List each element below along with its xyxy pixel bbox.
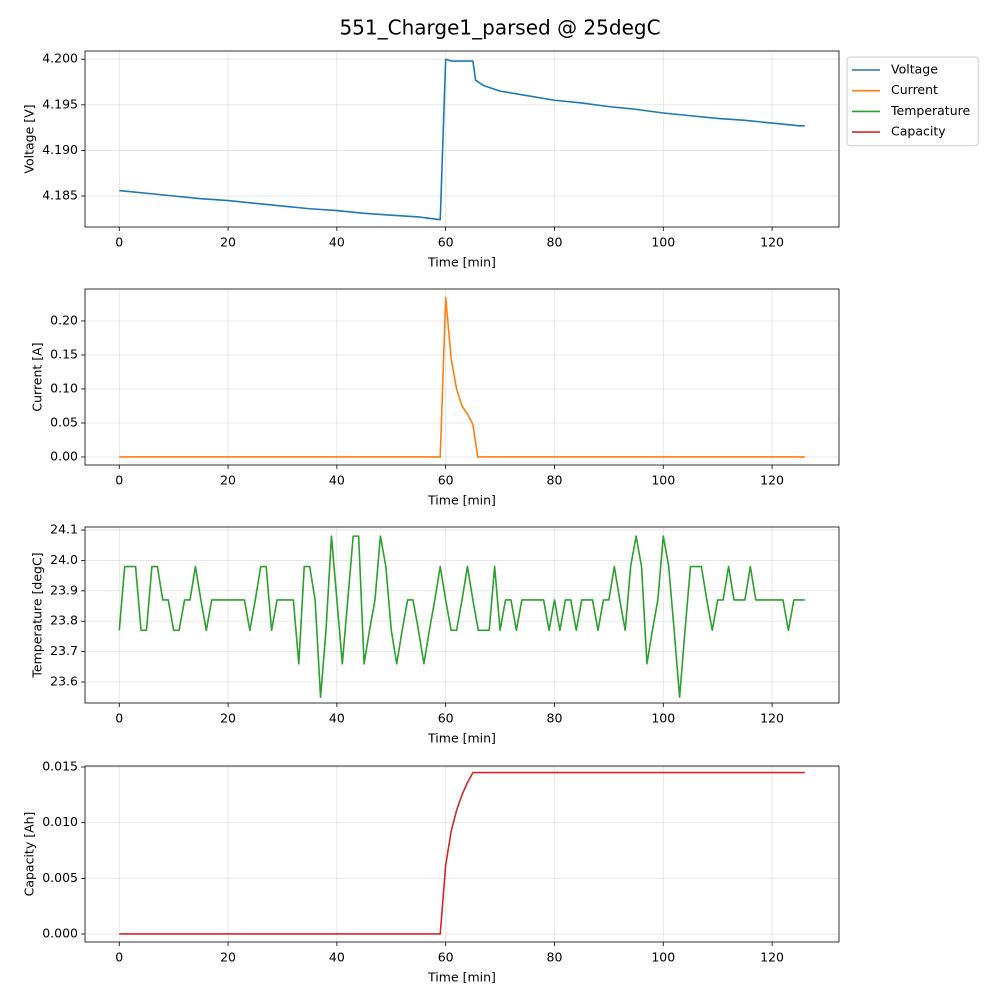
data-line [118, 535, 805, 699]
x-tick-label: 0 [115, 950, 123, 965]
y-tick-label: 23.8 [50, 613, 78, 628]
y-tick-label: 23.6 [50, 674, 78, 689]
y-tick-label: 0.05 [50, 414, 78, 429]
x-tick-label: 20 [220, 711, 236, 726]
x-tick-label: 100 [651, 473, 675, 488]
y-axis-label: Temperature [degC] [30, 552, 45, 678]
x-tick-label: 80 [547, 473, 563, 488]
y-tick-label: 4.200 [42, 51, 78, 66]
legend-box [846, 56, 979, 147]
axes-frame [84, 526, 840, 704]
y-tick-label: 0.010 [42, 814, 78, 829]
x-tick-label: 20 [220, 950, 236, 965]
data-line [119, 296, 805, 458]
y-tick-label: 0.15 [50, 346, 78, 361]
data-line [119, 771, 805, 935]
x-tick-label: 100 [651, 235, 675, 250]
x-axis-label: Time [min] [427, 255, 496, 270]
legend-label: Voltage [891, 62, 938, 77]
legend-label: Capacity [891, 124, 946, 139]
x-axis-label: Time [min] [427, 493, 496, 508]
y-tick-label: 0.10 [50, 380, 78, 395]
x-tick-label: 60 [438, 711, 454, 726]
y-tick-label: 23.7 [50, 643, 78, 658]
axes-frame [84, 288, 840, 466]
legend-label: Temperature [890, 103, 970, 118]
x-tick-label: 40 [329, 235, 345, 250]
figure-title: 551_Charge1_parsed @ 25degC [339, 16, 660, 40]
y-axis-label: Current [A] [30, 342, 45, 411]
x-tick-label: 0 [115, 711, 123, 726]
y-axis-label: Capacity [Ah] [22, 812, 37, 897]
y-tick-label: 0.000 [42, 925, 78, 940]
data-line [119, 58, 805, 221]
x-tick-label: 40 [329, 950, 345, 965]
y-tick-label: 4.185 [42, 187, 78, 202]
x-tick-label: 120 [760, 473, 784, 488]
x-tick-label: 60 [438, 473, 454, 488]
x-tick-label: 0 [115, 473, 123, 488]
x-tick-label: 100 [651, 711, 675, 726]
x-tick-label: 40 [329, 711, 345, 726]
x-tick-label: 80 [547, 950, 563, 965]
legend-label: Current [891, 82, 938, 97]
y-tick-label: 0.20 [50, 312, 78, 327]
y-tick-label: 0.00 [50, 448, 78, 463]
x-tick-label: 120 [760, 235, 784, 250]
x-tick-label: 120 [760, 950, 784, 965]
axes-frame [84, 50, 840, 228]
y-tick-label: 4.190 [42, 142, 78, 157]
x-tick-label: 100 [651, 950, 675, 965]
x-tick-label: 80 [547, 235, 563, 250]
x-tick-label: 20 [220, 473, 236, 488]
y-tick-label: 24.1 [50, 522, 78, 537]
x-axis-label: Time [min] [427, 731, 496, 746]
y-tick-label: 0.015 [42, 759, 78, 774]
y-tick-label: 0.005 [42, 870, 78, 885]
x-tick-label: 40 [329, 473, 345, 488]
y-tick-label: 23.9 [50, 582, 78, 597]
x-tick-label: 120 [760, 711, 784, 726]
x-axis-label: Time [min] [427, 970, 496, 985]
x-tick-label: 80 [547, 711, 563, 726]
y-tick-label: 4.195 [42, 96, 78, 111]
x-tick-label: 60 [438, 950, 454, 965]
y-tick-label: 24.0 [50, 552, 78, 567]
y-axis-label: Voltage [V] [22, 104, 37, 173]
x-tick-label: 0 [115, 235, 123, 250]
axes-frame [84, 765, 840, 943]
x-tick-label: 60 [438, 235, 454, 250]
x-tick-label: 20 [220, 235, 236, 250]
